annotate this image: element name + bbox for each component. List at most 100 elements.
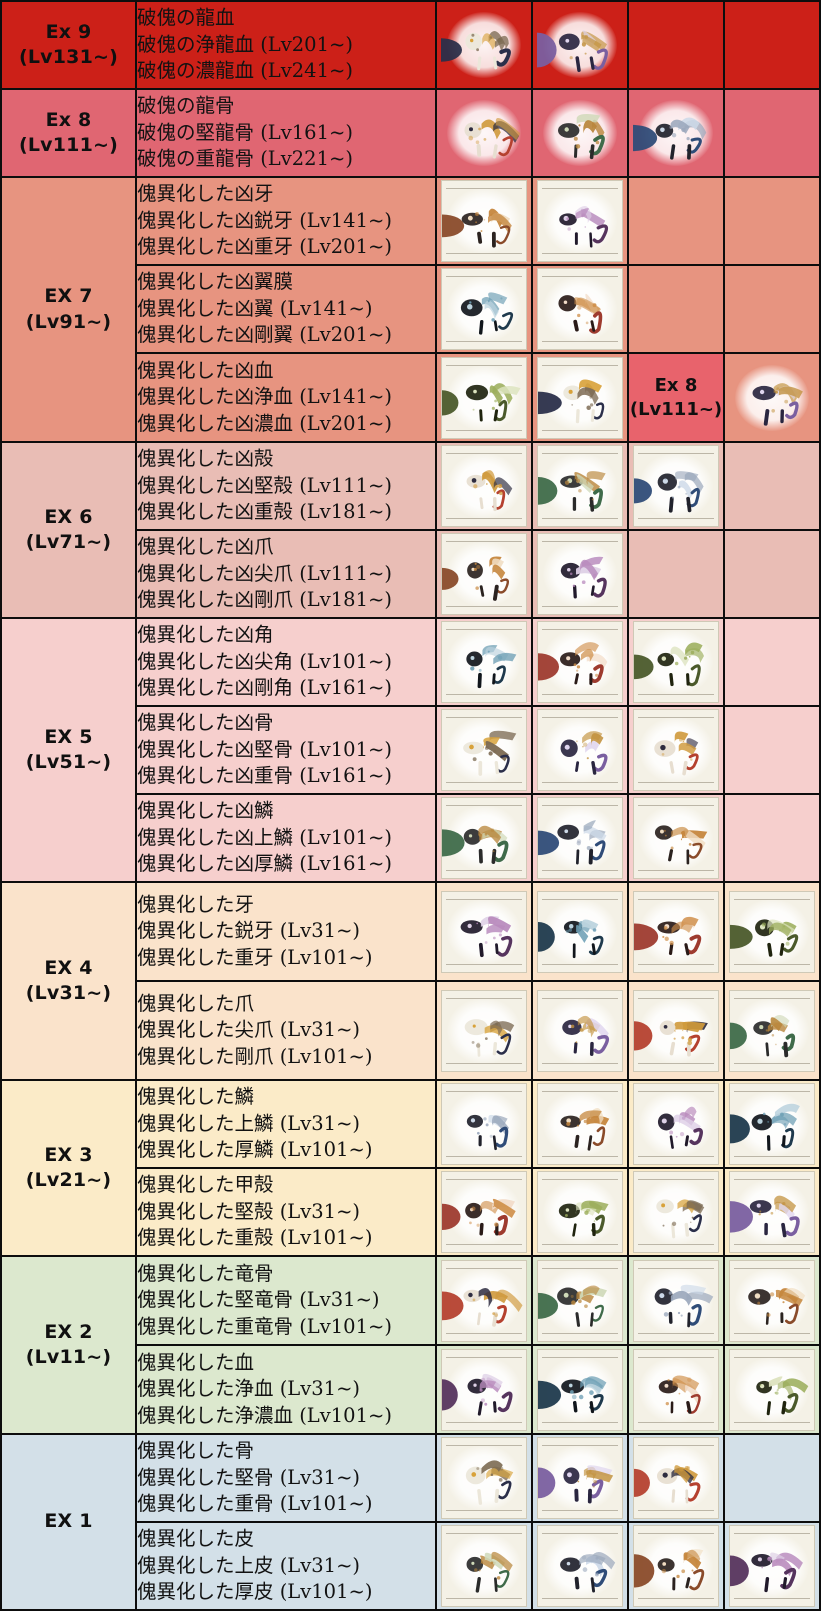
- monster-icon-cell[interactable]: [723, 352, 821, 443]
- monster-icon-cell[interactable]: [627, 705, 725, 795]
- monster-icon-41[interactable]: [629, 1169, 723, 1255]
- monster-icon-42[interactable]: [725, 1169, 819, 1255]
- monster-icon-28[interactable]: [533, 883, 627, 980]
- monster-icon-cell[interactable]: [531, 352, 629, 443]
- monster-icon-cell[interactable]: [723, 980, 821, 1081]
- monster-icon-29[interactable]: [629, 883, 723, 980]
- monster-icon-cell[interactable]: [531, 88, 629, 178]
- monster-icon-cell[interactable]: [627, 980, 725, 1081]
- monster-icon-16[interactable]: [437, 531, 531, 617]
- monster-icon-14[interactable]: [533, 443, 627, 529]
- monster-icon-cell[interactable]: [723, 881, 821, 982]
- monster-icon-cell[interactable]: [435, 88, 533, 178]
- monster-icon-54[interactable]: [437, 1523, 531, 1609]
- monster-icon-cell[interactable]: [531, 1079, 629, 1169]
- monster-icon-2[interactable]: [533, 2, 627, 88]
- monster-icon-50[interactable]: [725, 1346, 819, 1433]
- monster-icon-cell[interactable]: [435, 1521, 533, 1611]
- monster-icon-cell[interactable]: [627, 1344, 725, 1435]
- monster-icon-13[interactable]: [437, 443, 531, 529]
- monster-icon-cell[interactable]: [531, 176, 629, 266]
- monster-icon-1[interactable]: [437, 2, 531, 88]
- monster-icon-4[interactable]: [533, 90, 627, 176]
- monster-icon-cell[interactable]: [723, 1079, 821, 1169]
- monster-icon-21[interactable]: [437, 707, 531, 793]
- monster-icon-17[interactable]: [533, 531, 627, 617]
- monster-icon-37[interactable]: [629, 1081, 723, 1167]
- monster-icon-cell[interactable]: [435, 793, 533, 883]
- monster-icon-32[interactable]: [533, 982, 627, 1079]
- monster-icon-cell[interactable]: [723, 1521, 821, 1611]
- monster-icon-cell[interactable]: [627, 1521, 725, 1611]
- monster-icon-cell[interactable]: [723, 1344, 821, 1435]
- monster-icon-46[interactable]: [725, 1257, 819, 1344]
- monster-icon-35[interactable]: [437, 1081, 531, 1167]
- monster-icon-cell[interactable]: [531, 617, 629, 707]
- monster-icon-cell[interactable]: [627, 617, 725, 707]
- monster-icon-cell[interactable]: [435, 529, 533, 619]
- monster-icon-cell[interactable]: [627, 1255, 725, 1346]
- monster-icon-5[interactable]: [629, 90, 723, 176]
- monster-icon-cell[interactable]: [435, 1079, 533, 1169]
- monster-icon-cell[interactable]: [531, 529, 629, 619]
- monster-icon-cell[interactable]: [531, 1521, 629, 1611]
- monster-icon-cell[interactable]: [435, 617, 533, 707]
- monster-icon-cell[interactable]: [627, 1079, 725, 1169]
- monster-icon-cell[interactable]: [627, 1167, 725, 1257]
- monster-icon-25[interactable]: [533, 795, 627, 881]
- monster-icon-26[interactable]: [629, 795, 723, 881]
- monster-icon-cell[interactable]: [723, 1255, 821, 1346]
- monster-icon-51[interactable]: [437, 1435, 531, 1521]
- monster-icon-43[interactable]: [437, 1257, 531, 1344]
- monster-icon-55[interactable]: [533, 1523, 627, 1609]
- monster-icon-cell[interactable]: [435, 264, 533, 354]
- monster-icon-12[interactable]: [725, 354, 819, 441]
- monster-icon-10[interactable]: [437, 354, 531, 441]
- monster-icon-cell[interactable]: [435, 352, 533, 443]
- monster-icon-cell[interactable]: [627, 441, 725, 531]
- monster-icon-cell[interactable]: [531, 0, 629, 90]
- monster-icon-48[interactable]: [533, 1346, 627, 1433]
- monster-icon-27[interactable]: [437, 883, 531, 980]
- monster-icon-19[interactable]: [533, 619, 627, 705]
- monster-icon-52[interactable]: [533, 1435, 627, 1521]
- monster-icon-cell[interactable]: [627, 793, 725, 883]
- monster-icon-33[interactable]: [629, 982, 723, 1079]
- monster-icon-7[interactable]: [533, 178, 627, 264]
- monster-icon-cell[interactable]: [435, 980, 533, 1081]
- monster-icon-cell[interactable]: [435, 1344, 533, 1435]
- monster-icon-cell[interactable]: [435, 705, 533, 795]
- monster-icon-cell[interactable]: [435, 176, 533, 266]
- monster-icon-56[interactable]: [629, 1523, 723, 1609]
- monster-icon-cell[interactable]: [531, 1167, 629, 1257]
- monster-icon-cell[interactable]: [531, 793, 629, 883]
- monster-icon-44[interactable]: [533, 1257, 627, 1344]
- monster-icon-cell[interactable]: [531, 881, 629, 982]
- monster-icon-cell[interactable]: [531, 705, 629, 795]
- monster-icon-cell[interactable]: [435, 1433, 533, 1523]
- monster-icon-39[interactable]: [437, 1169, 531, 1255]
- monster-icon-22[interactable]: [533, 707, 627, 793]
- monster-icon-20[interactable]: [629, 619, 723, 705]
- monster-icon-57[interactable]: [725, 1523, 819, 1609]
- monster-icon-8[interactable]: [437, 266, 531, 352]
- monster-icon-cell[interactable]: [531, 441, 629, 531]
- monster-icon-15[interactable]: [629, 443, 723, 529]
- monster-icon-cell[interactable]: [627, 88, 725, 178]
- monster-icon-cell[interactable]: [435, 1167, 533, 1257]
- monster-icon-40[interactable]: [533, 1169, 627, 1255]
- monster-icon-cell[interactable]: [723, 1167, 821, 1257]
- monster-icon-cell[interactable]: [531, 1344, 629, 1435]
- monster-icon-cell[interactable]: [435, 0, 533, 90]
- monster-icon-cell[interactable]: [531, 1433, 629, 1523]
- monster-icon-cell[interactable]: [435, 881, 533, 982]
- monster-icon-6[interactable]: [437, 178, 531, 264]
- monster-icon-11[interactable]: [533, 354, 627, 441]
- monster-icon-cell[interactable]: [627, 1433, 725, 1523]
- monster-icon-3[interactable]: [437, 90, 531, 176]
- monster-icon-34[interactable]: [725, 982, 819, 1079]
- monster-icon-cell[interactable]: [531, 980, 629, 1081]
- monster-icon-53[interactable]: [629, 1435, 723, 1521]
- monster-icon-cell[interactable]: [435, 1255, 533, 1346]
- monster-icon-cell[interactable]: [531, 1255, 629, 1346]
